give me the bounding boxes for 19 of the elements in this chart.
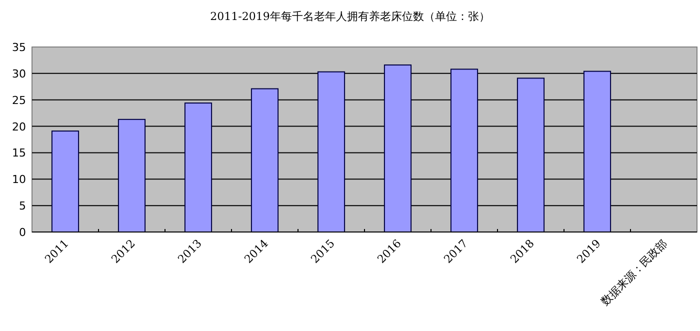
y-tick-label: 10 bbox=[12, 173, 26, 186]
y-tick-label: 30 bbox=[12, 67, 26, 80]
y-tick-label: 20 bbox=[12, 120, 26, 134]
chart-title: 2011-2019年每千名老年人拥有养老床位数（单位：张） bbox=[210, 10, 490, 23]
bar bbox=[184, 102, 212, 232]
y-tick-label: 15 bbox=[12, 146, 26, 160]
y-tick-label: 35 bbox=[12, 41, 26, 54]
bar bbox=[317, 71, 346, 232]
x-tick-label: 数据来源：民政部 bbox=[598, 236, 670, 308]
bar bbox=[250, 88, 279, 232]
y-tick-label: 25 bbox=[12, 94, 26, 107]
bar bbox=[51, 130, 80, 232]
y-tick-label: 5 bbox=[19, 200, 26, 213]
bar bbox=[384, 64, 412, 232]
bar bbox=[118, 118, 146, 232]
bar bbox=[450, 68, 478, 232]
y-tick-label: 0 bbox=[19, 226, 26, 239]
bar bbox=[516, 78, 545, 232]
bar bbox=[583, 70, 612, 232]
